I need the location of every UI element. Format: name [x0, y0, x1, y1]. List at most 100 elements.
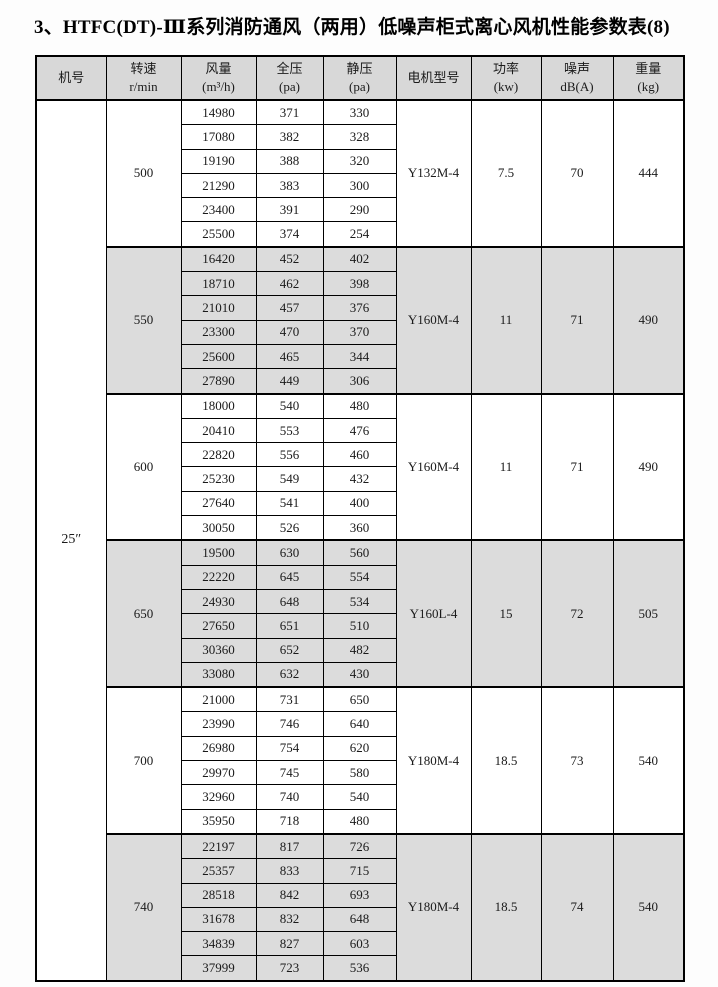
total-pressure-cell: 745	[255, 760, 324, 786]
flow-cell: 19500	[180, 539, 257, 566]
table-row: 25230 549 432	[36, 466, 684, 492]
total-pressure-cell: 470	[255, 319, 324, 345]
col-header-unit: (pa)	[279, 79, 300, 94]
flow-cell: 28518	[180, 882, 257, 908]
total-pressure-cell: 746	[255, 711, 324, 737]
noise-cell: 74	[540, 832, 614, 982]
flow-cell: 16420	[180, 245, 257, 273]
weight-cell: 540	[612, 686, 685, 835]
total-pressure-cell: 371	[255, 99, 324, 126]
table-row: 34839 827 603	[36, 931, 684, 957]
total-pressure-cell: 465	[255, 343, 324, 370]
table-body: 25″ 500 14980 371 330 Y132M-4 7.5 70 444 17080 382…	[35, 99, 685, 982]
fan-size-cell: 25″	[35, 99, 107, 982]
flow-cell: 32960	[180, 784, 257, 810]
motor-cell: Y132M-4	[395, 99, 472, 248]
total-pressure-cell: 645	[255, 564, 324, 590]
col-header-noise: 噪声 dB(A)	[540, 55, 614, 101]
table-row: 24930 648 534	[36, 588, 684, 615]
static-pressure-cell: 536	[322, 955, 397, 982]
static-pressure-cell: 476	[322, 417, 397, 444]
noise-cell: 70	[540, 99, 614, 248]
col-header-unit: (kw)	[493, 79, 519, 94]
flow-cell: 30360	[180, 637, 257, 663]
flow-cell: 29970	[180, 760, 257, 786]
flow-cell: 21010	[180, 295, 257, 321]
flow-cell: 27640	[180, 490, 257, 517]
noise-cell: 72	[540, 539, 614, 688]
col-header-static-pressure: 静压 (pa)	[322, 55, 397, 101]
static-pressure-cell: 360	[322, 515, 397, 541]
flow-cell: 25357	[180, 858, 257, 884]
motor-cell: Y180M-4	[395, 686, 472, 835]
static-pressure-cell: 648	[322, 906, 397, 933]
flow-cell: 33080	[180, 661, 257, 688]
flow-cell: 18000	[180, 392, 257, 419]
static-pressure-cell: 580	[322, 760, 397, 786]
total-pressure-cell: 842	[255, 882, 324, 908]
static-pressure-cell: 640	[322, 711, 397, 737]
flow-cell: 23990	[180, 711, 257, 737]
flow-cell: 18710	[180, 271, 257, 297]
col-header-weight: 重量 (kg)	[612, 55, 685, 101]
total-pressure-cell: 374	[255, 221, 324, 248]
static-pressure-cell: 650	[322, 686, 397, 713]
flow-cell: 34839	[180, 931, 257, 957]
table-row: 37999 723 536	[36, 955, 684, 982]
flow-cell: 23400	[180, 197, 257, 223]
flow-cell: 25500	[180, 221, 257, 248]
flow-cell: 26980	[180, 735, 257, 762]
static-pressure-cell: 480	[322, 808, 397, 835]
total-pressure-cell: 827	[255, 931, 324, 957]
total-pressure-cell: 383	[255, 172, 324, 199]
total-pressure-cell: 652	[255, 637, 324, 663]
col-header-label: 噪声	[563, 61, 590, 77]
total-pressure-cell: 526	[255, 515, 324, 541]
col-header-label: 转速	[130, 61, 157, 77]
total-pressure-cell: 740	[255, 784, 324, 810]
noise-cell: 71	[540, 392, 614, 541]
static-pressure-cell: 402	[322, 245, 397, 273]
flow-cell: 22197	[180, 832, 257, 860]
static-pressure-cell: 254	[322, 221, 397, 248]
motor-cell: Y160L-4	[395, 539, 472, 688]
col-header-flow: 风量 (m³/h)	[180, 55, 257, 101]
flow-cell: 25600	[180, 343, 257, 370]
total-pressure-cell: 553	[255, 417, 324, 444]
static-pressure-cell: 603	[322, 931, 397, 957]
col-header-label: 风量	[205, 61, 232, 77]
total-pressure-cell: 817	[255, 832, 324, 860]
table-row: 22220 645 554	[36, 564, 684, 590]
flow-cell: 19190	[180, 148, 257, 174]
static-pressure-cell: 540	[322, 784, 397, 810]
speed-cell: 650	[105, 539, 182, 688]
table-row: 20410 553 476	[36, 417, 684, 444]
col-header-unit: dB(A)	[560, 79, 594, 94]
col-header-unit: (pa)	[349, 79, 370, 94]
static-pressure-cell: 290	[322, 197, 397, 223]
col-header-unit: r/min	[129, 79, 158, 94]
power-cell: 11	[470, 245, 542, 395]
table-row: 27650 651 510	[36, 613, 684, 639]
table-row: 28518 842 693	[36, 882, 684, 908]
table-row: 26980 754 620	[36, 735, 684, 762]
noise-cell: 73	[540, 686, 614, 835]
fan-spec-table: 机号 转速 r/min 风量 (m³/h) 全压 (pa) 静压 (pa) 电机型号 功率 (kw) 噪…	[35, 55, 685, 982]
static-pressure-cell: 400	[322, 490, 397, 517]
table-header: 机号 转速 r/min 风量 (m³/h) 全压 (pa) 静压 (pa) 电机型号 功率 (kw) 噪…	[35, 55, 685, 101]
power-cell: 18.5	[470, 832, 542, 982]
weight-cell: 490	[612, 392, 685, 541]
flow-cell: 21290	[180, 172, 257, 199]
total-pressure-cell: 723	[255, 955, 324, 982]
weight-cell: 490	[612, 245, 685, 395]
header-row: 机号 转速 r/min 风量 (m³/h) 全压 (pa) 静压 (pa) 电机型号 功率 (kw) 噪…	[35, 55, 685, 101]
col-header-unit: (kg)	[637, 79, 660, 94]
flow-cell: 27890	[180, 368, 257, 395]
power-cell: 15	[470, 539, 542, 688]
flow-cell: 31678	[180, 906, 257, 933]
table-row: 600 18000 540 480 Y160M-4 11 71 490	[36, 392, 685, 541]
table-row: 22820 556 460	[36, 442, 684, 468]
flow-cell: 22220	[180, 564, 257, 590]
speed-cell: 500	[105, 99, 182, 248]
power-cell: 7.5	[470, 99, 542, 248]
